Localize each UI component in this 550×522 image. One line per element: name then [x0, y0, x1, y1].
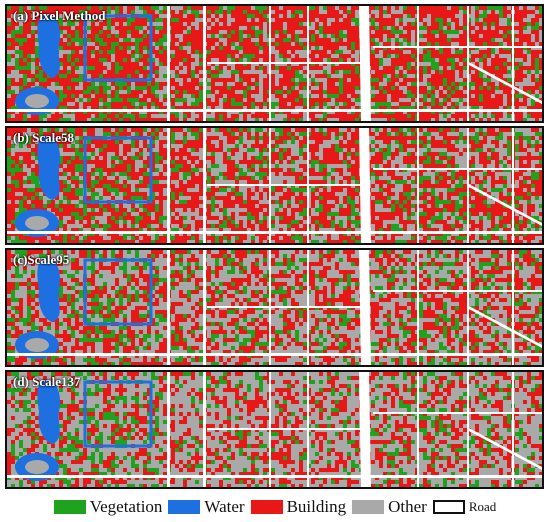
palace-moat [83, 258, 153, 326]
map-panel-b: (b) Scale58 [5, 126, 544, 245]
classification-map-b [7, 128, 542, 243]
map-panel-a: (a) Pixel Method [5, 4, 544, 123]
panel-label-b: (b) Scale58 [13, 130, 75, 145]
panel-label-d: (d) Scale137 [13, 374, 81, 389]
palace-moat [83, 136, 153, 204]
map-panel-c: (c)Scale95 [5, 248, 544, 367]
legend-swatch-building [250, 500, 283, 514]
legend-item-vegetation: Vegetation [53, 497, 163, 517]
map-panel-d: (d) Scale137 [5, 370, 544, 489]
legend-swatch-road [432, 500, 465, 514]
classification-map-c [7, 250, 542, 365]
legend-label-building: Building [286, 497, 347, 516]
legend-label-other: Other [388, 497, 427, 516]
road-network [7, 128, 542, 243]
palace-moat [83, 380, 153, 448]
legend-swatch-vegetation [53, 500, 86, 514]
road-network [7, 6, 542, 121]
legend-item-other: Other [352, 497, 427, 517]
map-legend: Vegetation Water Building Other Road [0, 495, 550, 519]
legend-swatch-other [352, 500, 385, 514]
panel-label-c: (c)Scale95 [13, 252, 70, 267]
palace-moat [83, 14, 153, 82]
lake-north [37, 135, 61, 200]
road-network [7, 372, 542, 487]
legend-item-water: Water [168, 497, 245, 517]
legend-swatch-water [168, 500, 201, 514]
legend-item-road: Road [432, 499, 497, 515]
lake-north [37, 257, 61, 322]
lake-north [37, 13, 61, 79]
classification-map-a [7, 6, 542, 121]
legend-label-road: Road [468, 499, 497, 514]
panel-label-a: (a) Pixel Method [13, 8, 106, 23]
legend-item-building: Building [250, 497, 347, 517]
lake-north [37, 379, 61, 444]
legend-label-water: Water [204, 497, 245, 516]
legend-label-vegetation: Vegetation [89, 497, 163, 516]
classification-map-d [7, 372, 542, 487]
road-network [7, 250, 542, 365]
